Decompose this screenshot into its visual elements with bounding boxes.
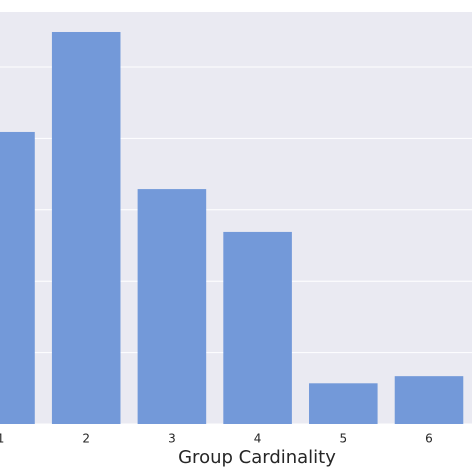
x-tick-label: 2: [82, 432, 90, 446]
bar: [223, 231, 292, 424]
bar: [51, 31, 121, 424]
bar: [137, 189, 207, 424]
bar: [0, 131, 35, 424]
x-tick-label: 3: [168, 432, 176, 446]
x-tick-label: 6: [425, 432, 433, 446]
x-axis-label: Group Cardinality: [178, 447, 336, 468]
x-tick-label: 1: [0, 432, 4, 446]
bar: [394, 376, 464, 424]
x-tick-label: 4: [254, 432, 262, 446]
x-tick-label: 5: [339, 432, 347, 446]
bar: [309, 383, 378, 424]
